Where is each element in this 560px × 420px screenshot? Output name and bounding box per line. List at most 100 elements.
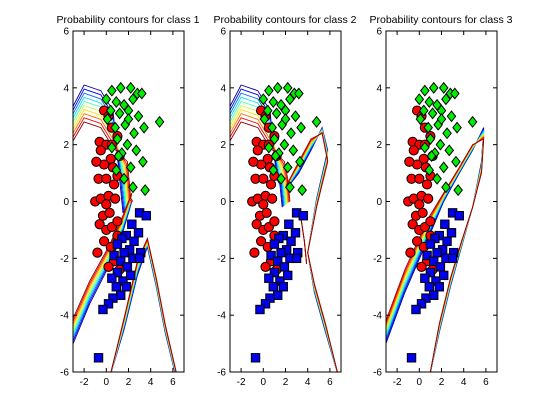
class-2-point <box>436 113 447 126</box>
contour-line <box>300 218 308 265</box>
class-2-point <box>102 113 113 126</box>
class-2-point <box>107 84 117 97</box>
class-3-point <box>111 282 121 292</box>
class-2-point <box>105 104 116 117</box>
class-3-point <box>298 211 308 221</box>
contour-line <box>73 198 133 337</box>
class-1-point <box>251 219 262 230</box>
class-1-point <box>91 156 102 167</box>
class-2-point <box>267 121 277 134</box>
x-tick-label: 6 <box>170 377 176 388</box>
contour-line <box>73 195 133 329</box>
class-3-point <box>432 247 442 258</box>
class-2-point <box>420 84 430 97</box>
x-tick-label: 4 <box>305 377 311 388</box>
y-tick-label: 2 <box>220 140 226 151</box>
subplot-1: Probability contours for class 1 -2 0 2 4 6 -… <box>57 14 200 388</box>
class-1-point <box>108 179 120 190</box>
class-3-point <box>446 228 457 238</box>
class-2-point <box>446 110 457 123</box>
class-3-point <box>454 211 464 221</box>
class-2-point <box>115 81 126 94</box>
class-3-point <box>93 353 104 363</box>
contour-line <box>285 132 338 372</box>
class-2-point <box>415 113 426 126</box>
class-1-point <box>404 156 415 167</box>
class-1-point <box>405 247 416 258</box>
class-2-point <box>424 96 435 109</box>
class-1-point <box>407 219 418 230</box>
class-3-point <box>129 236 139 246</box>
class-2-point <box>114 107 125 120</box>
class-2-point <box>311 115 322 128</box>
class-2-point <box>125 161 136 174</box>
class-2-point <box>258 93 269 106</box>
class-1-point <box>249 247 260 258</box>
class-2-point <box>111 164 122 177</box>
y-tick-label: 4 <box>63 83 69 94</box>
class-1-point <box>414 173 425 184</box>
class-3-point <box>439 270 449 281</box>
class-2-point <box>418 104 429 117</box>
class-2-point <box>122 138 133 151</box>
class-2-point <box>272 81 283 94</box>
class-3-point <box>103 299 114 309</box>
class-1-point <box>258 173 269 184</box>
class-3-point <box>268 282 278 292</box>
class-2-point <box>131 144 142 157</box>
class-3-point <box>290 228 301 238</box>
class-3-point <box>429 290 439 300</box>
class-2-point <box>269 132 280 145</box>
class-2-point <box>285 181 295 194</box>
class-3-point <box>435 262 446 272</box>
class-2-point <box>428 81 439 94</box>
class-3-point <box>112 239 123 249</box>
class-3-point <box>122 262 133 272</box>
y-tick-label: 4 <box>220 83 226 94</box>
class-3-point <box>411 304 421 315</box>
class-3-point <box>276 247 286 258</box>
subplot-title: Probability contours for class 2 <box>214 14 357 26</box>
class-3-point <box>269 267 280 278</box>
class-3-point <box>286 236 296 246</box>
class-1-point <box>421 179 433 190</box>
y-tick-label: 0 <box>63 197 69 208</box>
class-1-point <box>408 145 419 156</box>
class-1-point <box>416 261 427 272</box>
class-2-point <box>282 161 293 174</box>
class-1-point <box>425 216 436 227</box>
class-3-point <box>422 250 432 261</box>
class-3-point <box>273 256 283 266</box>
class-1-point <box>267 193 278 204</box>
class-2-point <box>268 164 279 177</box>
class-2-point <box>276 98 286 111</box>
class-2-point <box>140 184 150 197</box>
class-2-point <box>288 144 299 157</box>
class-3-point <box>107 273 117 283</box>
class-2-point <box>270 150 281 163</box>
y-tick-label: 6 <box>220 27 226 38</box>
class-2-point <box>450 87 460 100</box>
class-2-point <box>294 87 304 100</box>
y-tick-label: 6 <box>63 27 69 38</box>
class-1-point <box>95 145 106 156</box>
y-tick-label: -4 <box>217 311 226 322</box>
x-tick-label: 0 <box>417 377 423 388</box>
class-1-point <box>112 216 123 227</box>
y-tick-label: 0 <box>376 197 382 208</box>
data-points <box>90 81 165 363</box>
class-3-point <box>406 353 417 363</box>
class-2-point <box>268 96 279 109</box>
class-2-point <box>138 155 148 168</box>
class-1-point <box>414 199 425 210</box>
class-2-point <box>129 127 139 140</box>
class-3-point <box>434 282 444 292</box>
class-2-point <box>279 138 290 151</box>
class-3-point <box>255 304 265 315</box>
class-2-point <box>451 155 461 168</box>
data-points <box>403 81 478 363</box>
class-2-point <box>425 132 436 145</box>
class-3-point <box>279 262 290 272</box>
y-tick-label: -2 <box>60 254 69 265</box>
class-1-point <box>103 261 114 272</box>
